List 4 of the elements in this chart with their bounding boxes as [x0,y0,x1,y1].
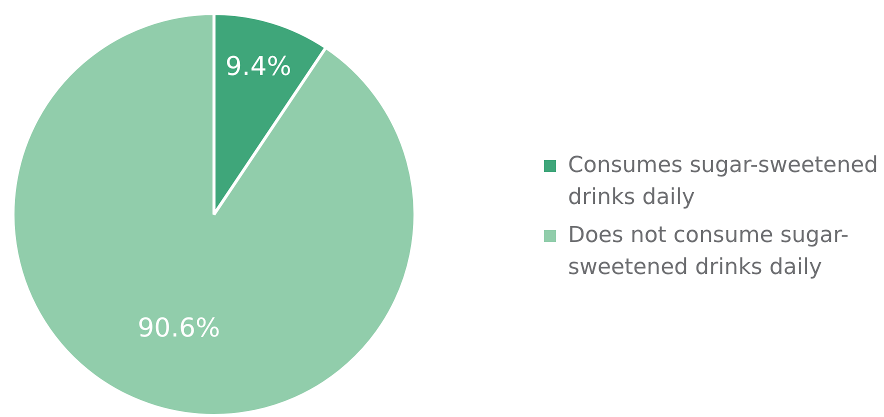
data-label: 90.6% [138,314,220,344]
legend-label: Does not consume sugar-sweetened drinks daily [568,222,850,282]
data-label: 9.4% [225,52,292,82]
legend-label: Consumes sugar-sweetened drinks daily [568,152,880,212]
